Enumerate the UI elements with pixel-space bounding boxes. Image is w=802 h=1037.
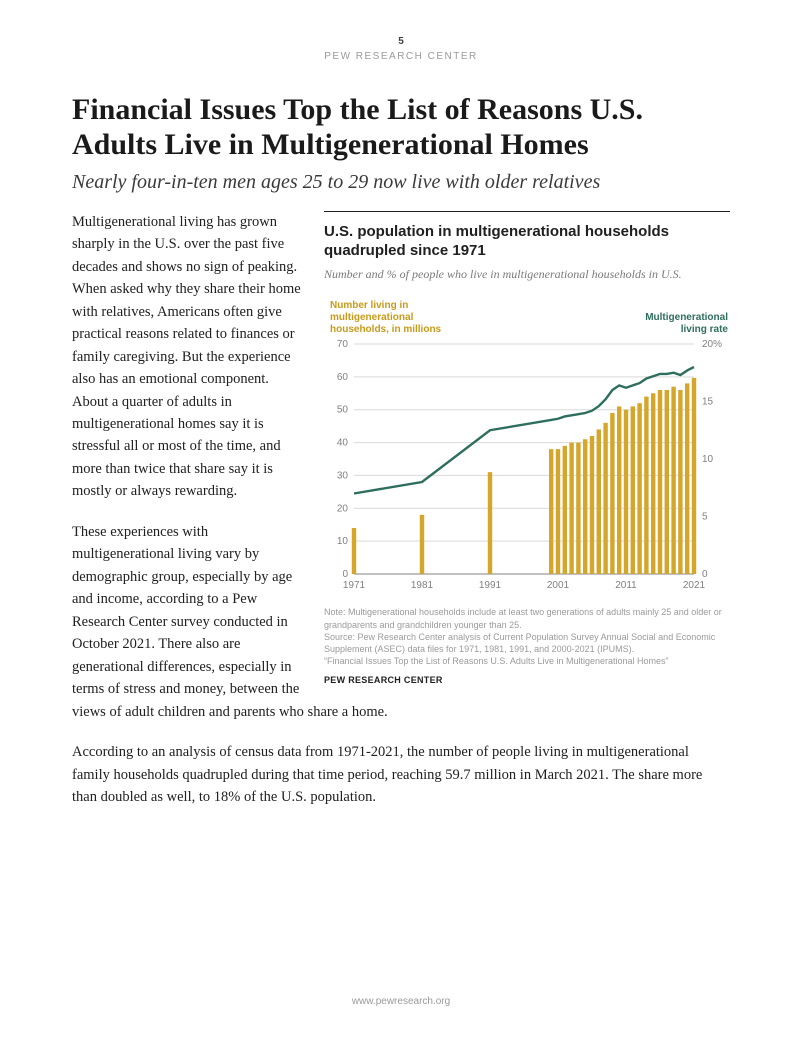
- svg-text:Number living in: Number living in: [330, 300, 408, 311]
- svg-text:50: 50: [337, 405, 349, 416]
- subhead: Nearly four-in-ten men ages 25 to 29 now…: [72, 169, 730, 195]
- page-footer: www.pewresearch.org: [0, 996, 802, 1007]
- chart-container: U.S. population in multigenerational hou…: [324, 211, 730, 685]
- svg-text:30: 30: [337, 471, 349, 482]
- chart-title: U.S. population in multigenerational hou…: [324, 222, 730, 261]
- svg-text:70: 70: [337, 339, 349, 350]
- chart-subtitle: Number and % of people who live in multi…: [324, 267, 730, 283]
- svg-text:0: 0: [702, 569, 708, 580]
- svg-text:households, in millions: households, in millions: [330, 324, 442, 335]
- headline: Financial Issues Top the List of Reasons…: [72, 92, 730, 163]
- svg-text:20: 20: [337, 504, 349, 515]
- svg-text:5: 5: [702, 512, 708, 523]
- body-paragraph: According to an analysis of census data …: [72, 741, 730, 808]
- svg-text:15: 15: [702, 397, 714, 408]
- svg-text:10: 10: [337, 537, 349, 548]
- chart-note: Note: Multigenerational households inclu…: [324, 606, 730, 667]
- svg-text:1991: 1991: [479, 580, 502, 591]
- svg-text:2001: 2001: [547, 580, 570, 591]
- svg-text:10: 10: [702, 454, 714, 465]
- chart-plot: 0 10 20 30 40 50 60 70 0 5 10 15 20% 1971 1981 1991 2001…: [324, 296, 730, 596]
- svg-text:living rate: living rate: [681, 324, 729, 335]
- svg-text:20%: 20%: [702, 339, 722, 350]
- svg-text:40: 40: [337, 438, 349, 449]
- svg-text:multigenerational: multigenerational: [330, 312, 414, 323]
- svg-text:1971: 1971: [343, 580, 366, 591]
- svg-text:60: 60: [337, 372, 349, 383]
- svg-text:2011: 2011: [615, 580, 637, 591]
- org-header: PEW RESEARCH CENTER: [72, 51, 730, 62]
- chart-svg: 0 10 20 30 40 50 60 70 0 5 10 15 20% 1971 1981 1991 2001…: [324, 296, 730, 596]
- svg-text:2021: 2021: [683, 580, 706, 591]
- svg-text:Multigenerational: Multigenerational: [645, 312, 728, 323]
- svg-text:1981: 1981: [411, 580, 434, 591]
- chart-attribution: PEW RESEARCH CENTER: [324, 675, 730, 685]
- page-number: 5: [72, 36, 730, 47]
- svg-text:0: 0: [342, 569, 348, 580]
